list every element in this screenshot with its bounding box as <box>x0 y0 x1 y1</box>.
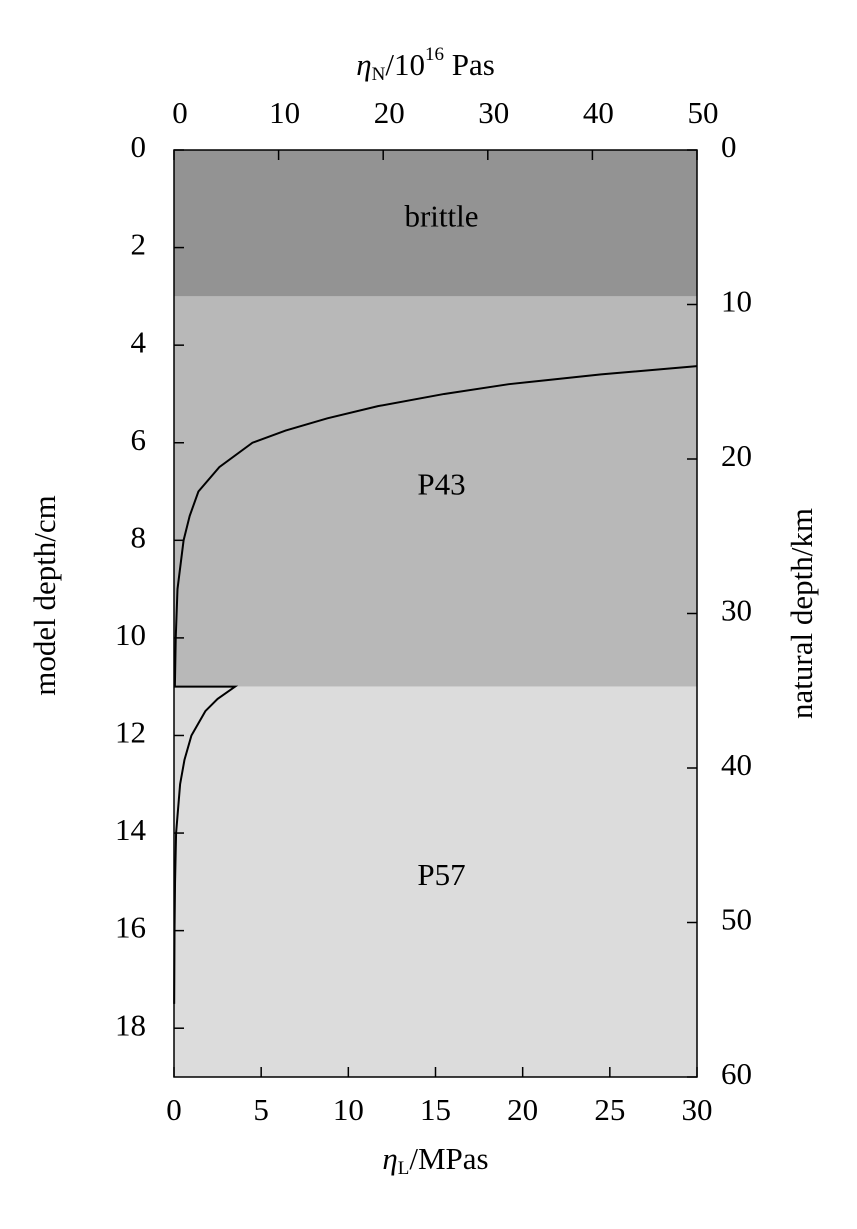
region <box>174 296 697 687</box>
y-tick-label: 12 <box>115 715 146 750</box>
x2-tick-label: 50 <box>688 95 719 130</box>
y2-tick-label: 40 <box>721 747 752 782</box>
y2-tick-label: 30 <box>721 593 752 628</box>
x2-tick-label: 40 <box>583 95 614 130</box>
x2-axis-label-part: η <box>356 47 371 82</box>
y2-tick-label: 0 <box>721 129 737 164</box>
y-tick-label: 6 <box>131 422 147 457</box>
region-label: P43 <box>417 467 465 502</box>
x2-axis-label-part: 16 <box>425 44 444 65</box>
region <box>174 150 697 297</box>
y2-tick-label: 60 <box>721 1056 752 1091</box>
x-axis-label-part: /MPas <box>409 1141 488 1176</box>
x2-axis-label-part: /10 <box>385 47 425 82</box>
y2-tick-label: 50 <box>721 902 752 937</box>
x2-tick-label: 20 <box>374 95 405 130</box>
x2-axis-label-part: Pas <box>444 47 495 82</box>
y2-tick-label: 20 <box>721 438 752 473</box>
x-tick-label: 10 <box>333 1092 364 1127</box>
region-label: brittle <box>404 198 478 233</box>
y-tick-label: 8 <box>131 519 147 554</box>
x-axis-label-part: L <box>398 1158 410 1179</box>
x2-axis-label-part: N <box>372 64 386 85</box>
region-label: P57 <box>417 857 465 892</box>
y-tick-label: 2 <box>131 227 147 262</box>
x2-tick-label: 10 <box>269 95 300 130</box>
y-axis-label: model depth/cm <box>27 495 62 696</box>
y-tick-label: 0 <box>131 129 147 164</box>
y-tick-label: 10 <box>115 617 146 652</box>
x-tick-label: 25 <box>594 1092 625 1127</box>
y-tick-label: 18 <box>115 1007 146 1042</box>
y2-tick-label: 10 <box>721 284 752 319</box>
x-axis-label-part: η <box>382 1141 397 1176</box>
y-tick-label: 16 <box>115 910 146 945</box>
y-tick-label: 4 <box>131 324 147 359</box>
region <box>174 686 697 1077</box>
x-tick-label: 20 <box>507 1092 538 1127</box>
x-tick-label: 5 <box>253 1092 269 1127</box>
x2-axis-label: ηN/1016 Pas <box>356 44 495 85</box>
x-tick-label: 15 <box>420 1092 451 1127</box>
y2-axis-label: natural depth/km <box>784 508 819 719</box>
x-axis-label: ηL/MPas <box>382 1141 488 1179</box>
x-tick-label: 0 <box>166 1092 182 1127</box>
y-tick-label: 14 <box>115 812 147 847</box>
x2-tick-label: 30 <box>478 95 509 130</box>
data-line <box>173 365 698 1004</box>
x-tick-label: 30 <box>682 1092 713 1127</box>
x2-tick-label: 0 <box>172 95 188 130</box>
